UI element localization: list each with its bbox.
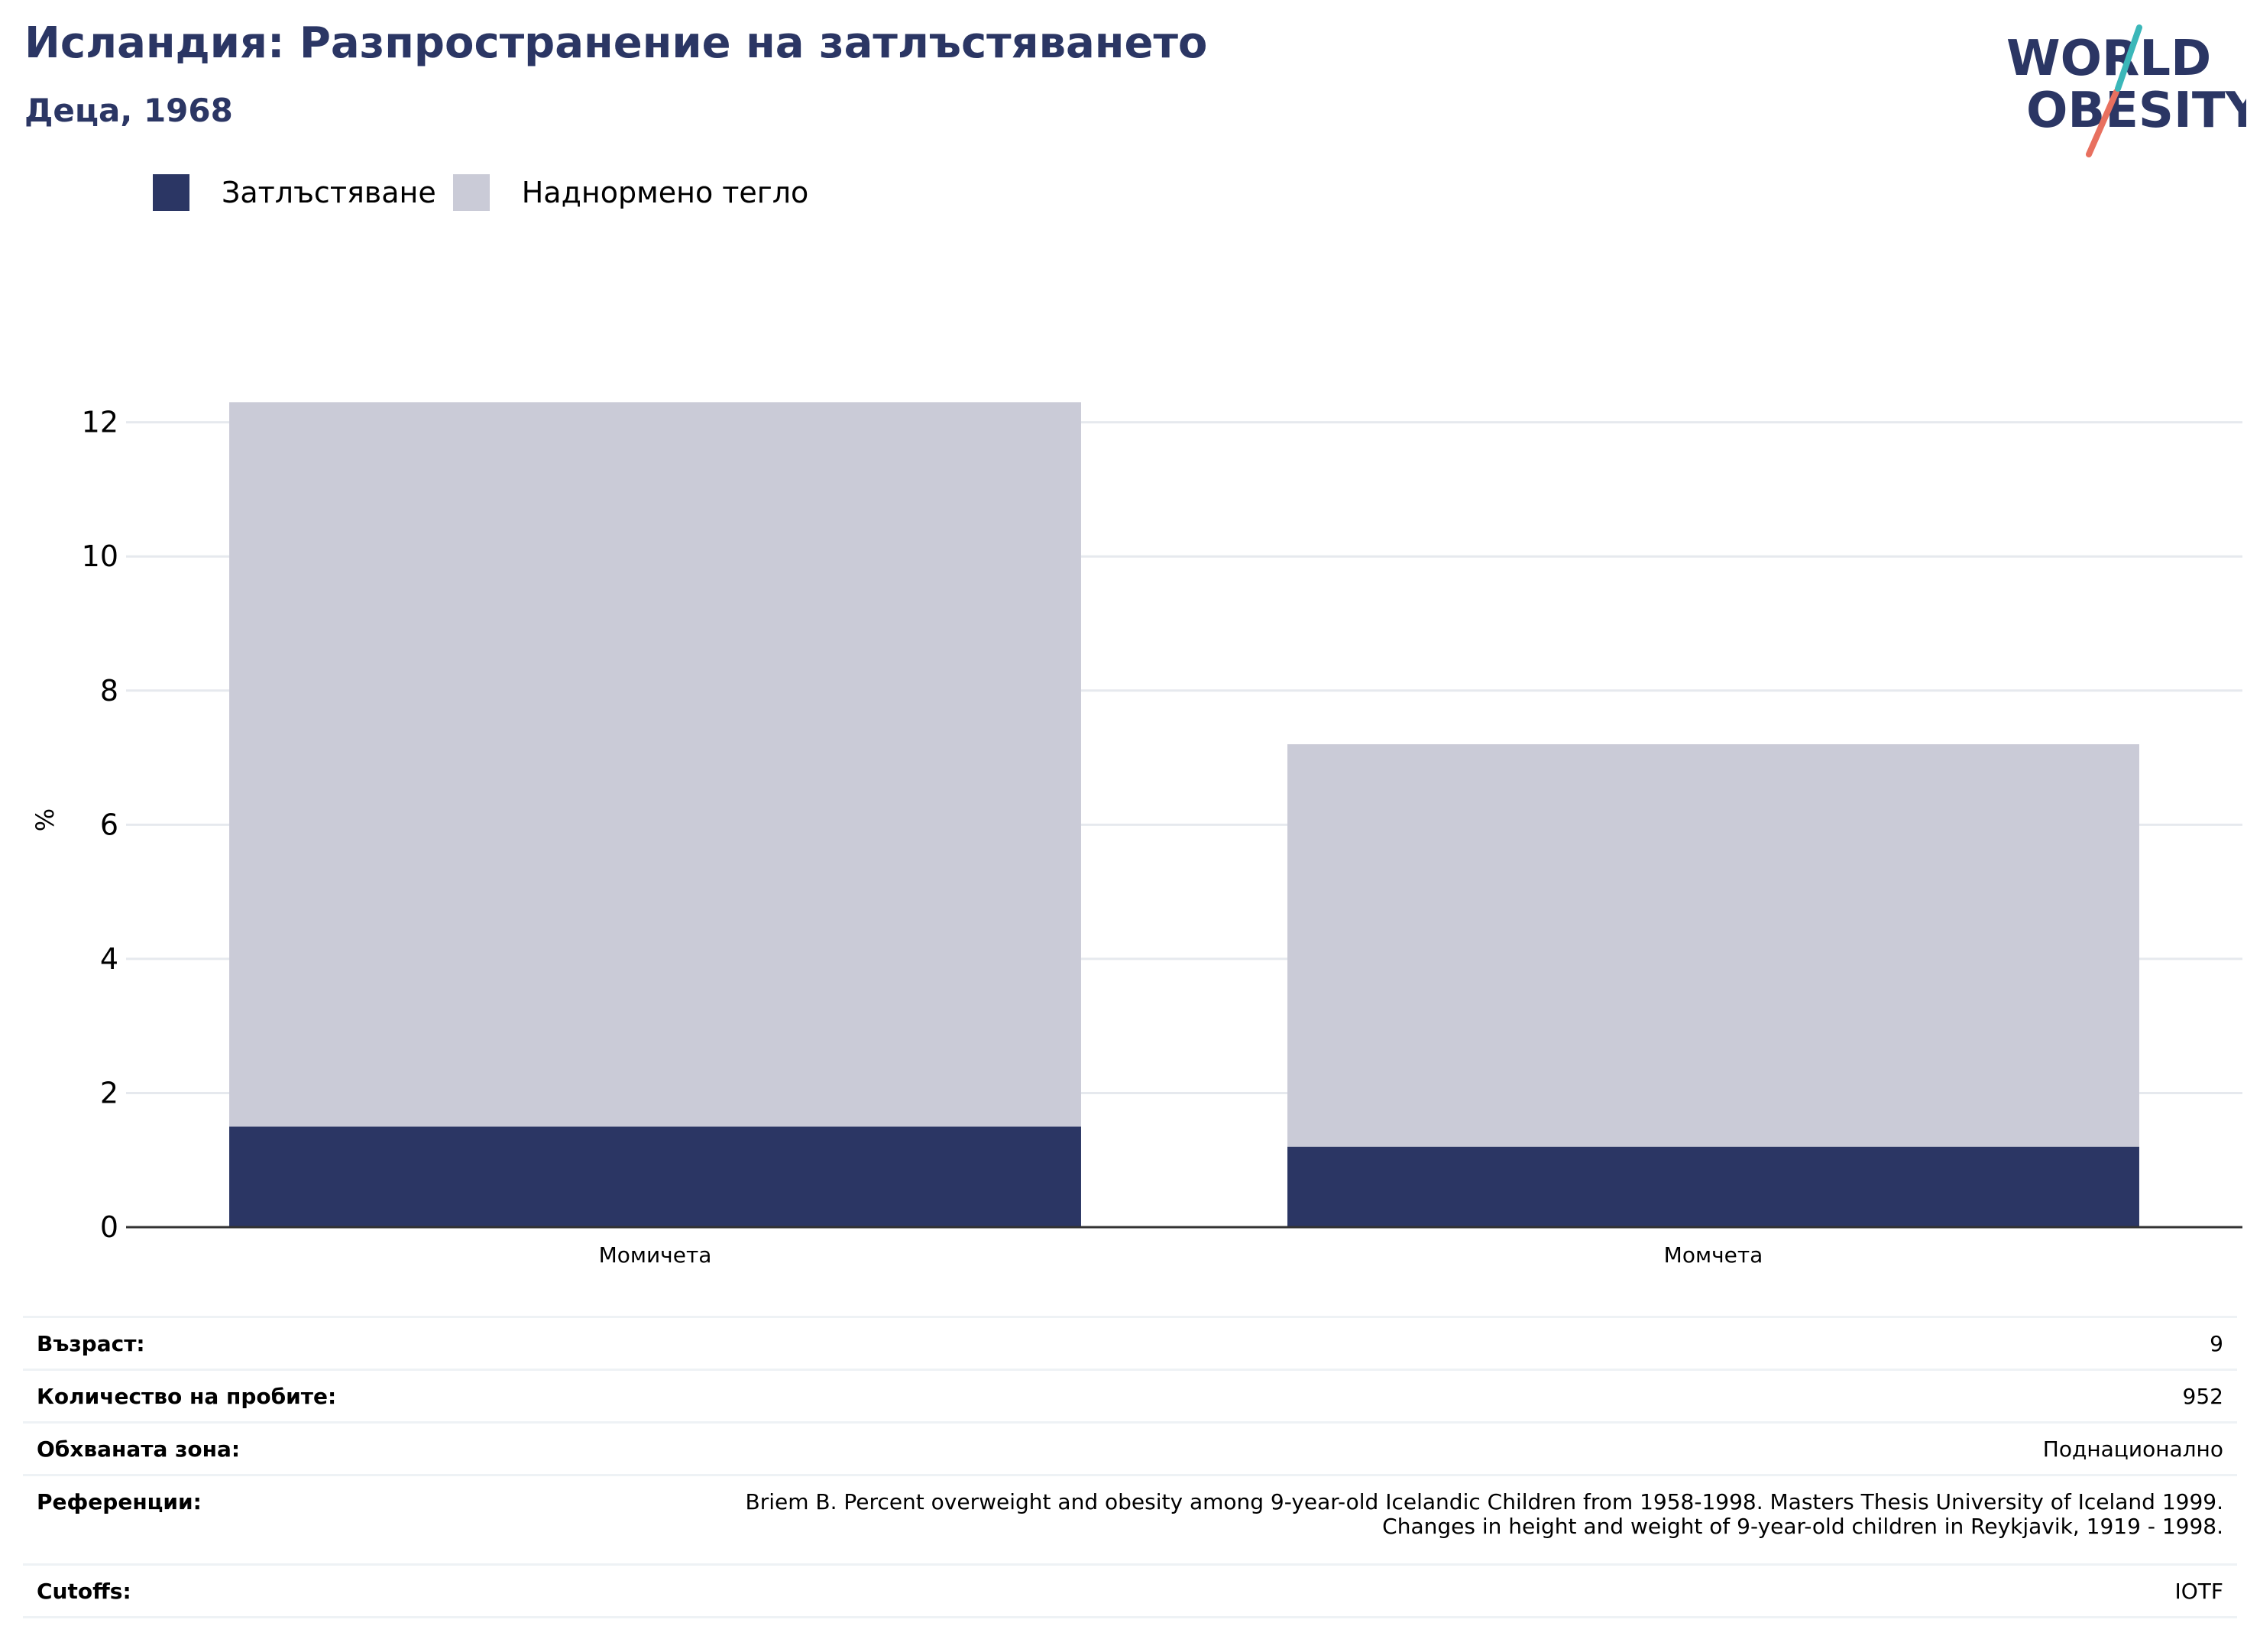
bar-obesity [1287,1146,2139,1227]
logo-line2: OBESITY [2026,83,2246,139]
info-label: Възраст: [23,1316,419,1371]
info-value: Поднационално [418,1421,2237,1476]
info-row: Референции: Briem B. Percent overweight a… [23,1474,2237,1566]
info-value: 9 [418,1316,2237,1371]
chart-legend: Затлъстяване Наднормено тегло [153,174,825,211]
logo-line1: WORLD [2006,31,2211,87]
info-table: Възраст: 9 Количество на пробите: 952 Обхван… [23,1316,2237,1618]
legend-item-overweight[interactable]: Наднормено тегло [452,174,809,211]
y-tick-label: 0 [100,1210,118,1244]
info-value-line: 9 [2210,1330,2223,1356]
info-row: Възраст: 9 [23,1316,2237,1371]
info-label: Референции: [23,1474,419,1566]
bar-overweight [1287,744,2139,1147]
y-tick-label: 8 [100,674,118,708]
y-tick-label: 12 [82,406,118,439]
info-label: Количество на пробите: [23,1369,419,1424]
x-tick-label: Момчета [1664,1242,1763,1268]
legend-label-obesity: Затлъстяване [222,176,436,209]
legend-label-overweight: Наднормено тегло [521,176,809,209]
info-value-line: Briem B. Percent overweight and obesity … [745,1489,2224,1514]
info-row: Обхваната зона: Поднационално [23,1421,2237,1476]
page-title: Исландия: Разпространение на затлъстяван… [24,18,1208,68]
page-subtitle: Деца, 1968 [24,92,233,129]
info-row: Cutoffs: IOTF [23,1563,2237,1618]
info-value: Briem B. Percent overweight and obesity … [418,1474,2237,1566]
logo-slash-red [2086,89,2119,157]
legend-swatch-overweight [452,174,490,211]
info-value-line: IOTF [2174,1578,2223,1604]
y-tick-label: 4 [100,942,118,976]
info-label: Обхваната зона: [23,1421,419,1476]
info-value-line: 952 [2182,1383,2223,1409]
y-tick-label: 2 [100,1076,118,1109]
logo-slash-teal [2115,24,2142,92]
info-value-line: Changes in height and weight of 9-year-o… [1382,1514,2223,1539]
x-tick-label: Момичета [599,1242,712,1268]
y-axis-label: % [31,808,60,831]
y-tick-label: 10 [82,539,118,573]
info-label: Cutoffs: [23,1563,419,1618]
info-value: IOTF [418,1563,2237,1618]
info-value: 952 [418,1369,2237,1424]
bar-chart: 0 2 4 6 8 10 12% Момичета Момчета [31,402,2242,1268]
legend-item-obesity[interactable]: Затлъстяване [153,174,436,211]
world-obesity-logo: WORLD OBESITY [2006,24,2246,157]
info-value-line: Поднационално [2042,1436,2223,1462]
info-row: Количество на пробите: 952 [23,1369,2237,1424]
bar-obesity [229,1126,1081,1227]
legend-swatch-obesity [153,174,189,211]
bar-overweight [229,402,1081,1127]
y-tick-label: 6 [100,808,118,841]
